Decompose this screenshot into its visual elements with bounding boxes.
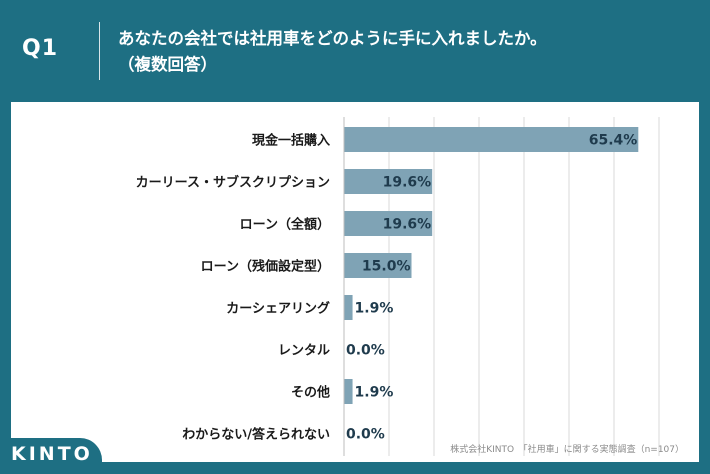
chart-panel: [11, 102, 699, 462]
category-label: ローン（残価設定型）: [201, 259, 330, 275]
value-label: 1.9%: [355, 301, 394, 317]
category-label: カーシェアリング: [226, 301, 330, 317]
source-note: 株式会社KINTO 「社用車」に関する実態調査（n=107）: [450, 445, 684, 455]
value-label: 0.0%: [346, 343, 385, 359]
bar: [344, 253, 412, 278]
category-label: ローン（全額）: [240, 217, 330, 233]
value-label: 15.0%: [362, 259, 411, 275]
value-label: 19.6%: [383, 217, 432, 233]
category-label: カーリース・サブスクリプション: [136, 175, 330, 191]
bar: [344, 295, 353, 320]
brand-logo: KINTO: [11, 443, 93, 465]
question-number: Q1: [22, 36, 59, 61]
question-text: あなたの会社では社用車をどのように手に入れましたか。 （複数回答）: [118, 26, 547, 78]
value-label: 65.4%: [589, 133, 638, 149]
question-line-2: （複数回答）: [118, 55, 217, 74]
header-divider: [99, 22, 100, 80]
bar: [344, 379, 353, 404]
category-label: その他: [291, 385, 330, 401]
category-label: 現金一括購入: [252, 133, 330, 149]
category-label: レンタル: [278, 344, 330, 359]
value-label: 0.0%: [346, 427, 385, 443]
bar: [344, 211, 433, 236]
value-label: 19.6%: [383, 175, 432, 191]
bar: [344, 169, 433, 194]
category-label: わからない/答えられない: [182, 427, 330, 443]
brand-tab: [0, 438, 102, 474]
value-label: 1.9%: [355, 385, 394, 401]
header-bar: Q1 あなたの会社では社用車をどのように手に入れましたか。 （複数回答）: [0, 0, 710, 102]
bar: [344, 127, 639, 152]
question-line-1: あなたの会社では社用車をどのように手に入れましたか。: [118, 29, 547, 48]
